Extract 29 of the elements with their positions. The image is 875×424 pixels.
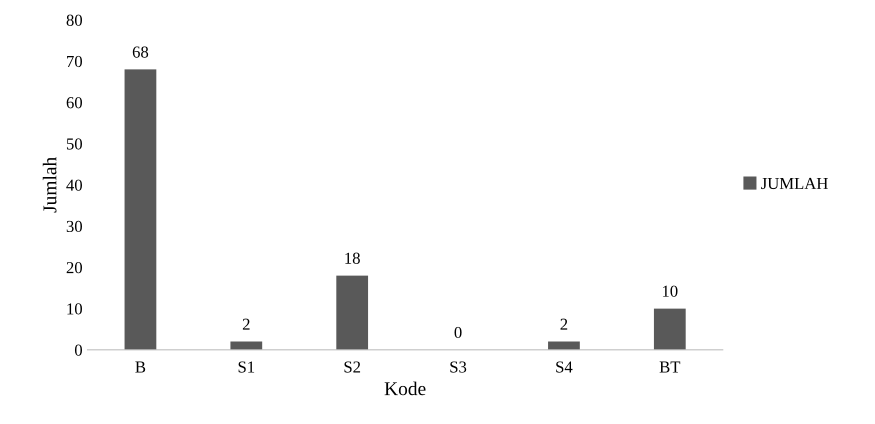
y-tick-label: 60 [66,97,82,108]
data-label: 0 [454,326,462,338]
y-axis-title: Jumlah [42,157,56,213]
y-tick-label: 80 [66,14,82,26]
y-tick-label: 70 [67,56,82,68]
x-tick-label: S1 [238,361,254,373]
x-axis-title: Kode [384,382,426,396]
x-tick-label: BT [660,362,680,373]
y-tick-label: 40 [66,180,82,191]
x-tick-label: S2 [344,361,360,373]
bar [654,308,686,350]
y-tick-label: 0 [74,344,82,356]
y-tick-label: 10 [67,303,82,315]
bar [124,69,156,350]
data-label: 68 [132,46,148,58]
x-tick-label: S4 [556,361,572,373]
bar [230,342,262,350]
data-label: 10 [662,286,678,297]
bar [548,342,580,350]
y-tick-label: 30 [66,220,82,232]
bar [336,276,368,350]
y-tick-label: 50 [66,138,82,150]
x-tick-label: S3 [450,361,466,373]
y-tick-label: 20 [66,262,82,274]
data-label: 2 [560,318,568,330]
data-label: 2 [242,318,250,330]
data-label: 18 [345,252,360,264]
legend-label: JUMLAH [761,178,828,190]
x-tick-label: B [135,362,146,373]
